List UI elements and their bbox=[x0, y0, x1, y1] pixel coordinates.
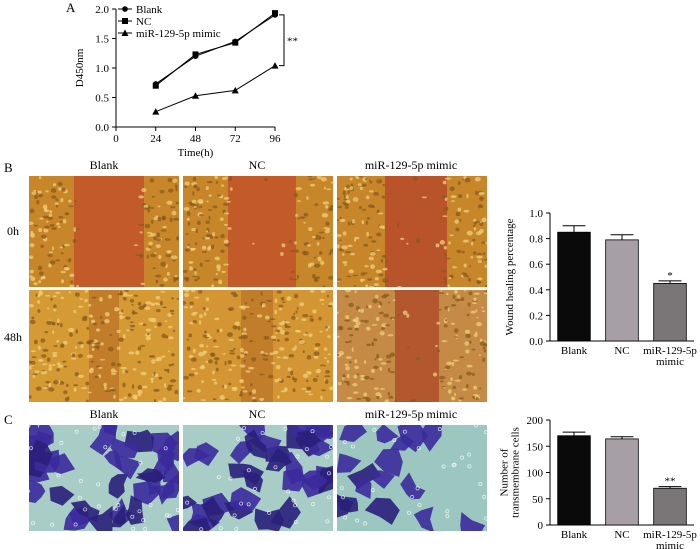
x-tick-label: 0 bbox=[113, 133, 119, 145]
significance-bracket bbox=[279, 14, 285, 67]
y-tick-label: 1.0 bbox=[529, 208, 543, 220]
y-axis-label: Number oftransmembrane cells bbox=[499, 427, 522, 518]
series-line bbox=[155, 12, 276, 87]
x-tick-label: Blank bbox=[561, 529, 588, 541]
y-tick-label: 100 bbox=[527, 468, 544, 480]
y-tick-label: 1.0 bbox=[95, 63, 109, 75]
y-axis-label: D450nm bbox=[74, 48, 86, 87]
bar bbox=[653, 487, 687, 526]
y-tick-label: 200 bbox=[527, 415, 544, 427]
bar bbox=[605, 239, 639, 342]
series-line bbox=[155, 14, 276, 85]
transmembrane-bar-chart: 0 50 100 150 200 Blank NC ** miR-129-5p mimic Numb… bbox=[499, 415, 698, 549]
transwell-title-nc: NC bbox=[248, 407, 266, 421]
legend-marker bbox=[121, 29, 129, 36]
significance-mark: ** bbox=[665, 476, 676, 488]
significance-mark: ** bbox=[287, 35, 298, 47]
data-point bbox=[192, 51, 199, 58]
y-tick-label: 1.5 bbox=[95, 34, 109, 46]
data-point bbox=[192, 92, 199, 99]
data-point bbox=[152, 108, 160, 115]
wound-image-blank-0h bbox=[29, 176, 179, 287]
data-point bbox=[271, 62, 279, 69]
y-tick-label: 0.0 bbox=[95, 122, 109, 134]
x-axis-label: Time(h) bbox=[178, 147, 214, 159]
transwell-image-mimic bbox=[337, 425, 487, 531]
x-tick-label: 24 bbox=[150, 133, 162, 145]
y-tick-label: 2.0 bbox=[95, 4, 109, 16]
y-tick-label: 0.0 bbox=[529, 336, 543, 348]
legend-label: miR-129-5p mimic bbox=[136, 28, 221, 40]
bar bbox=[653, 283, 687, 342]
wound-image-blank-48h bbox=[29, 290, 179, 402]
legend-marker bbox=[122, 18, 128, 24]
data-point bbox=[232, 39, 239, 46]
transwell-image-blank bbox=[29, 425, 179, 531]
x-tick-label: NC bbox=[614, 345, 629, 357]
bar bbox=[557, 435, 591, 526]
x-tick-label: 72 bbox=[230, 133, 241, 145]
row-label-0h: 0h bbox=[7, 224, 19, 238]
x-tick-label: Blank bbox=[561, 345, 588, 357]
x-tick-label: NC bbox=[614, 529, 629, 541]
row-label-48h: 48h bbox=[4, 330, 22, 344]
panel-a-label: A bbox=[66, 0, 76, 15]
legend-label: Blank bbox=[136, 4, 163, 16]
bar bbox=[557, 231, 591, 342]
x-tick-label: 48 bbox=[190, 133, 202, 145]
x-tick-label: 96 bbox=[270, 133, 282, 145]
y-tick-label: 0.2 bbox=[529, 310, 543, 322]
transwell-image-nc bbox=[183, 425, 333, 531]
series-line bbox=[155, 65, 276, 113]
legend-marker bbox=[122, 6, 128, 12]
significance-mark: * bbox=[667, 270, 673, 282]
wound-healing-bar-chart: 0.0 0.2 0.4 0.6 0.8 1.0 Blank NC * miR-129-5p mimi… bbox=[504, 208, 697, 368]
column-title-blank: Blank bbox=[89, 158, 119, 172]
y-tick-label: 0.4 bbox=[529, 285, 543, 297]
x-tick-label: miR-129-5p mimic bbox=[643, 345, 697, 368]
data-point bbox=[272, 10, 278, 17]
x-tick-label: miR-129-5p mimic bbox=[643, 529, 697, 549]
wound-image-nc-0h bbox=[183, 176, 333, 287]
data-point bbox=[152, 82, 159, 89]
transwell-title-blank: Blank bbox=[89, 407, 119, 421]
wound-image-mimic-48h bbox=[337, 290, 487, 402]
transwell-title-mimic: miR-129-5p mimic bbox=[364, 407, 458, 421]
wound-image-nc-48h bbox=[183, 290, 333, 402]
column-title-nc: NC bbox=[248, 158, 266, 172]
panel-c-label: C bbox=[4, 412, 13, 427]
panel-b-label: B bbox=[4, 160, 13, 175]
y-tick-label: 0.5 bbox=[95, 93, 109, 105]
wound-image-mimic-0h bbox=[337, 176, 487, 287]
y-tick-label: 50 bbox=[532, 494, 544, 506]
y-tick-label: 150 bbox=[527, 441, 544, 453]
proliferation-line-chart: 0 24 48 72 96 0.0 0.5 1.0 1.5 2.0 Time(h) D450nm Bla… bbox=[74, 4, 298, 159]
y-tick-label: 0.8 bbox=[529, 234, 543, 246]
data-point bbox=[231, 86, 239, 94]
y-tick-label: 0 bbox=[538, 520, 544, 532]
y-tick-label: 0.6 bbox=[529, 259, 543, 271]
y-axis-label: Wound healing percentage bbox=[504, 218, 516, 335]
column-title-mimic: miR-129-5p mimic bbox=[364, 158, 458, 172]
legend-label: NC bbox=[136, 16, 151, 28]
bar bbox=[605, 438, 639, 526]
